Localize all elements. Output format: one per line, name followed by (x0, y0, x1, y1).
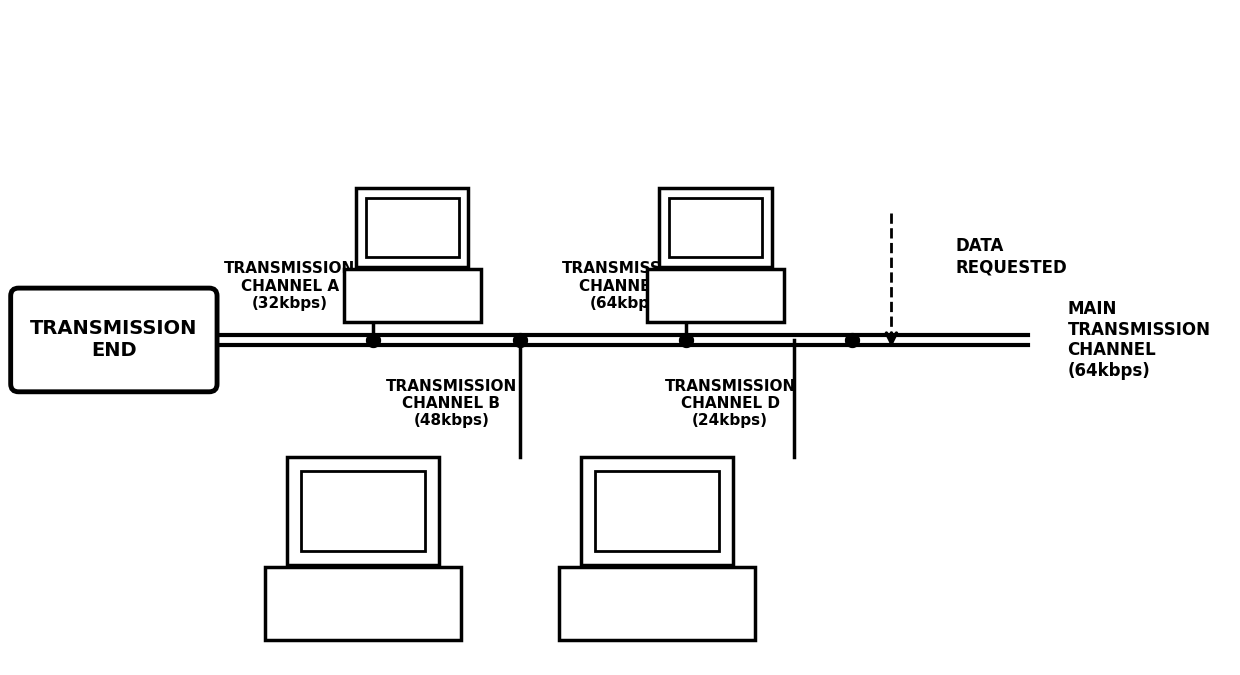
Text: TRANSMISSION
END: TRANSMISSION END (30, 319, 197, 360)
Text: MAIN
TRANSMISSION
CHANNEL
(64kbps): MAIN TRANSMISSION CHANNEL (64kbps) (1068, 300, 1210, 380)
Text: TRANSMISSION
CHANNEL C
(64kbps): TRANSMISSION CHANNEL C (64kbps) (562, 261, 693, 311)
Bar (580, 458, 733, 565)
Bar (647, 269, 784, 323)
Bar (288, 458, 439, 565)
FancyBboxPatch shape (11, 288, 217, 391)
Bar (660, 188, 771, 267)
Bar (301, 471, 425, 551)
Text: TRANSMISSION
CHANNEL D
(24kbps): TRANSMISSION CHANNEL D (24kbps) (665, 379, 796, 429)
Bar (356, 188, 469, 267)
Bar (595, 471, 719, 551)
Bar (265, 567, 461, 640)
Bar (366, 198, 459, 256)
Bar (668, 198, 761, 256)
Bar (343, 269, 481, 323)
Bar (559, 567, 754, 640)
Text: DATA
REQUESTED: DATA REQUESTED (955, 238, 1066, 276)
Text: TRANSMISSION
CHANNEL A
(32kbps): TRANSMISSION CHANNEL A (32kbps) (224, 261, 356, 311)
Text: TRANSMISSION
CHANNEL B
(48kbps): TRANSMISSION CHANNEL B (48kbps) (386, 379, 517, 429)
